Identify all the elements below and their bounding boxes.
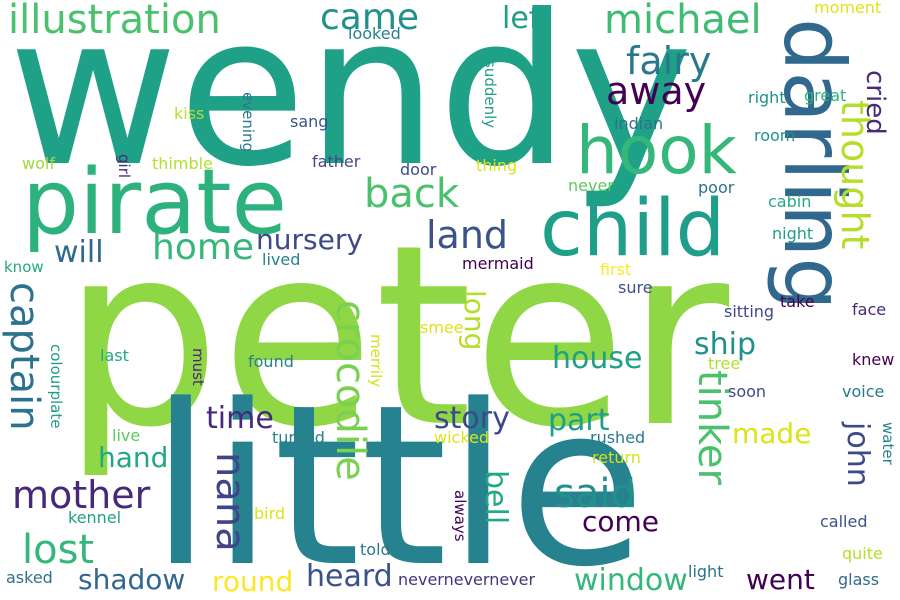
word-tree: tree bbox=[708, 354, 741, 373]
word-said: said bbox=[554, 471, 636, 517]
word-round: round bbox=[212, 565, 294, 598]
word-mermaid: mermaid bbox=[462, 254, 534, 273]
word-right: right bbox=[748, 88, 786, 107]
word-michael: michael bbox=[604, 0, 762, 43]
word-hook: hook bbox=[576, 112, 737, 189]
word-turned: turned bbox=[272, 428, 325, 447]
word-door: door bbox=[400, 160, 437, 179]
word-night: night bbox=[772, 224, 814, 243]
word-john: john bbox=[840, 422, 875, 487]
word-tinker: tinker bbox=[689, 370, 735, 485]
word-glass: glass bbox=[838, 570, 880, 589]
word-never: never bbox=[568, 176, 614, 195]
word-thimble: thimble bbox=[152, 154, 213, 173]
word-poor: poor bbox=[698, 178, 735, 197]
word-lived: lived bbox=[262, 250, 301, 269]
word-came: came bbox=[320, 0, 420, 38]
word-soon: soon bbox=[728, 382, 767, 401]
word-colourplate: colourplate bbox=[47, 344, 65, 429]
word-kiss: kiss bbox=[174, 104, 205, 123]
word-fairy: fairy bbox=[626, 39, 712, 83]
word-found: found bbox=[248, 352, 294, 371]
word-water: water bbox=[879, 422, 897, 465]
word-time: time bbox=[206, 401, 274, 436]
word-girl: girl bbox=[115, 154, 133, 179]
word-sang: sang bbox=[290, 112, 329, 131]
word-darling: darling bbox=[765, 18, 863, 311]
word-father: father bbox=[312, 152, 361, 171]
word-made: made bbox=[732, 417, 812, 450]
word-window: window bbox=[574, 563, 688, 598]
word-peter: peter bbox=[62, 191, 730, 482]
word-moment: moment bbox=[814, 0, 882, 17]
word-suddenly: suddenly bbox=[481, 60, 499, 129]
word-evening: evening bbox=[239, 92, 257, 153]
word-back: back bbox=[364, 171, 460, 217]
word-house: house bbox=[552, 341, 643, 376]
word-told: told bbox=[360, 540, 391, 559]
word-sitting: sitting bbox=[724, 302, 775, 321]
word-long: long bbox=[458, 290, 491, 351]
word-nevernevernever: nevernevernever bbox=[398, 570, 536, 589]
word-shadow: shadow bbox=[78, 563, 186, 596]
word-voice: voice bbox=[842, 382, 885, 401]
word-cried: cried bbox=[860, 70, 890, 135]
word-nana: nana bbox=[207, 452, 253, 552]
word-land: land bbox=[426, 213, 509, 257]
word-will: will bbox=[54, 235, 104, 270]
word-wendy: wendy bbox=[8, 0, 694, 213]
word-home: home bbox=[152, 227, 255, 268]
word-little: little bbox=[150, 358, 646, 600]
word-must: must bbox=[189, 348, 207, 386]
word-ship: ship bbox=[694, 327, 757, 362]
word-hand: hand bbox=[98, 441, 169, 474]
word-live: live bbox=[112, 426, 141, 445]
word-bell: bell bbox=[478, 470, 513, 525]
word-left: left bbox=[502, 1, 551, 36]
word-always: always bbox=[451, 490, 469, 542]
word-went: went bbox=[746, 563, 815, 596]
word-smee: smee bbox=[420, 318, 464, 337]
word-pirate: pirate bbox=[22, 150, 287, 255]
word-part: part bbox=[548, 403, 610, 438]
word-come: come bbox=[582, 505, 660, 538]
word-rushed: rushed bbox=[590, 428, 646, 447]
word-face: face bbox=[852, 300, 887, 319]
word-wolf: wolf bbox=[22, 154, 55, 173]
word-indian: indian bbox=[614, 114, 664, 133]
word-child: child bbox=[540, 184, 726, 274]
word-kennel: kennel bbox=[68, 508, 122, 527]
word-cabin: cabin bbox=[768, 192, 812, 211]
word-wicked: wicked bbox=[434, 428, 490, 447]
word-light: light bbox=[688, 562, 724, 581]
word-take: take bbox=[780, 292, 815, 311]
word-know: know bbox=[4, 258, 44, 276]
word-heard: heard bbox=[306, 559, 393, 594]
word-room: room bbox=[754, 126, 796, 145]
word-return: return bbox=[592, 448, 641, 467]
word-great: great bbox=[804, 86, 847, 105]
word-nursery: nursery bbox=[256, 223, 363, 256]
word-looked: looked bbox=[348, 24, 401, 43]
word-mother: mother bbox=[12, 473, 151, 517]
word-crocodile: crocodile bbox=[327, 300, 373, 481]
word-last: last bbox=[100, 346, 129, 365]
word-sure: sure bbox=[618, 278, 653, 297]
word-away: away bbox=[606, 69, 707, 113]
word-quite: quite bbox=[842, 544, 883, 563]
word-thing: thing bbox=[476, 156, 518, 175]
word-bird: bird bbox=[254, 504, 286, 523]
word-first: first bbox=[600, 260, 632, 279]
word-captain: captain bbox=[1, 282, 47, 431]
word-called: called bbox=[820, 512, 868, 531]
word-asked: asked bbox=[6, 568, 53, 587]
word-illustration: illustration bbox=[8, 0, 221, 43]
word-story: story bbox=[434, 401, 510, 436]
word-merrily: merrily bbox=[367, 334, 385, 388]
word-thought: thought bbox=[833, 100, 877, 250]
word-lost: lost bbox=[22, 527, 95, 573]
word-knew: knew bbox=[852, 350, 895, 369]
